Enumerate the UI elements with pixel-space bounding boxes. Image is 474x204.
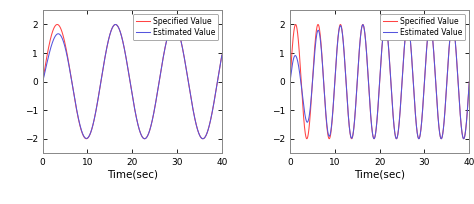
Estimated Value <box>182 61 188 64</box>
Specified Value <box>287 80 293 83</box>
Specified Value <box>420 104 426 106</box>
Estimated Value <box>49 43 55 46</box>
Estimated Value <box>429 36 435 38</box>
Estimated Value <box>466 80 472 83</box>
Specified Value <box>182 61 188 64</box>
Estimated Value <box>173 24 178 27</box>
Line: Estimated Value: Estimated Value <box>290 24 469 139</box>
Estimated Value <box>200 137 206 140</box>
Specified Value <box>49 33 55 36</box>
Specified Value <box>173 24 178 27</box>
Estimated Value <box>450 23 456 26</box>
Line: Specified Value: Specified Value <box>290 24 469 139</box>
Legend: Specified Value, Estimated Value: Specified Value, Estimated Value <box>380 14 465 40</box>
Specified Value <box>154 96 159 99</box>
Estimated Value <box>461 137 466 140</box>
Line: Estimated Value: Estimated Value <box>43 24 222 139</box>
Specified Value <box>219 54 225 56</box>
Estimated Value <box>219 54 225 56</box>
Estimated Value <box>296 68 302 70</box>
Line: Specified Value: Specified Value <box>43 24 222 139</box>
Estimated Value <box>105 43 110 45</box>
Estimated Value <box>146 132 152 134</box>
Specified Value <box>146 132 152 134</box>
X-axis label: Time(sec): Time(sec) <box>107 170 158 180</box>
Specified Value <box>105 43 110 45</box>
Specified Value <box>352 115 358 117</box>
Estimated Value <box>40 80 46 83</box>
Specified Value <box>461 137 466 140</box>
Estimated Value <box>171 23 177 26</box>
Estimated Value <box>287 80 293 83</box>
Specified Value <box>393 137 399 140</box>
Estimated Value <box>401 52 407 54</box>
X-axis label: Time(sec): Time(sec) <box>354 170 405 180</box>
Specified Value <box>200 137 206 140</box>
Specified Value <box>40 80 46 83</box>
Specified Value <box>293 23 299 26</box>
Estimated Value <box>393 137 399 140</box>
Specified Value <box>55 23 60 26</box>
Specified Value <box>429 36 435 39</box>
Specified Value <box>296 48 302 50</box>
Legend: Specified Value, Estimated Value: Specified Value, Estimated Value <box>133 14 218 40</box>
Specified Value <box>401 52 407 54</box>
Estimated Value <box>154 96 159 99</box>
Estimated Value <box>420 104 426 107</box>
Specified Value <box>466 80 472 83</box>
Estimated Value <box>352 115 358 117</box>
